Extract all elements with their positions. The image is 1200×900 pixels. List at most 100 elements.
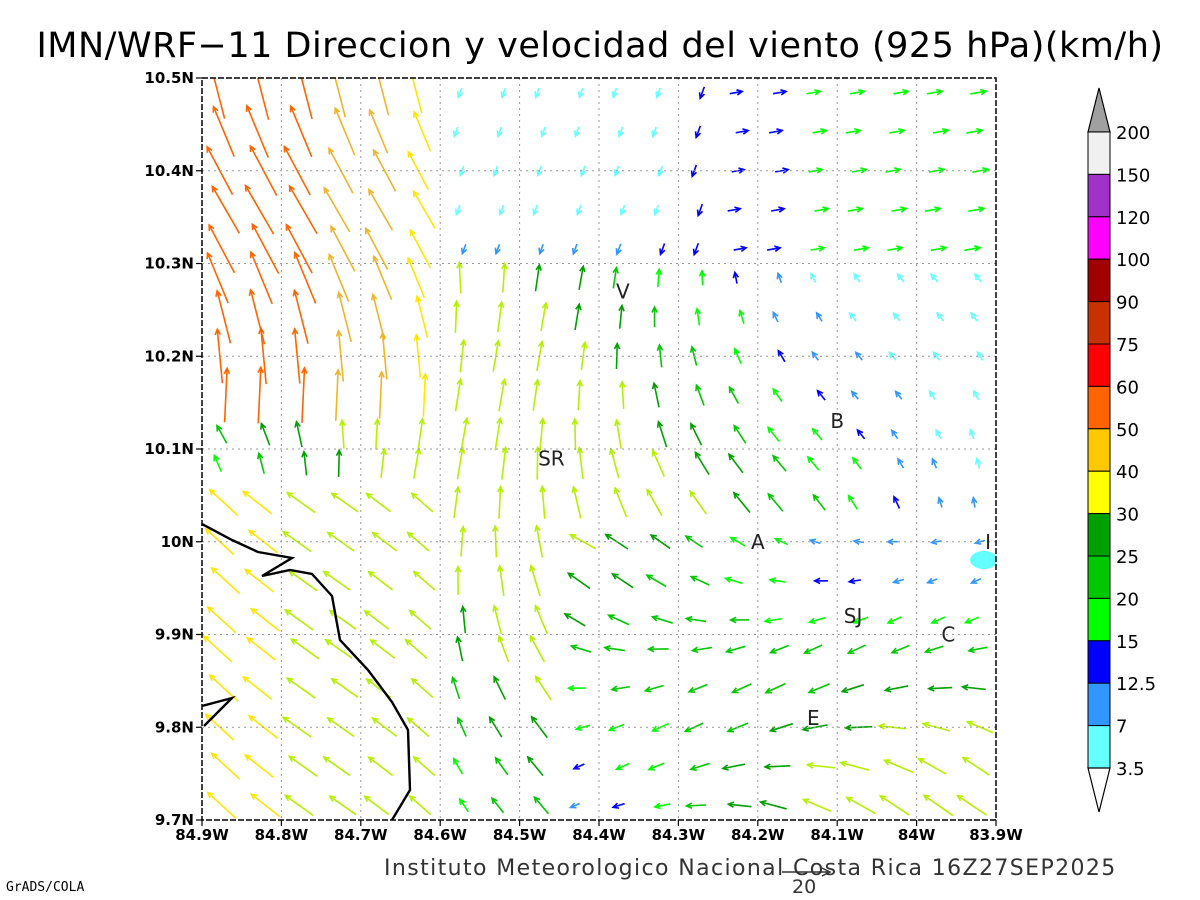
wind-vector (363, 795, 390, 816)
wind-vector (689, 489, 707, 515)
wind-vector (293, 250, 317, 304)
wind-vector (492, 165, 499, 178)
x-tick-label: 84.6W (413, 826, 467, 844)
wind-vector (897, 457, 905, 469)
wind-vector (496, 126, 503, 139)
wind-vector (690, 422, 703, 446)
wind-vector (206, 605, 237, 634)
wind-vector (889, 127, 906, 135)
wind-vector (458, 797, 470, 813)
wind-vector (659, 243, 666, 257)
wind-vector (412, 189, 436, 229)
wind-vector (571, 485, 582, 519)
wind-vector (896, 272, 905, 283)
wind-vector (292, 288, 309, 344)
wind-vector (967, 646, 988, 654)
y-tick-label: 10.4N (144, 162, 194, 180)
wind-vector (614, 762, 630, 771)
wind-vector (208, 223, 236, 274)
wind-vector (776, 271, 783, 284)
wind-vector (733, 245, 749, 253)
wind-vector (460, 243, 468, 256)
grads-credit: GrADS/COLA (6, 880, 85, 895)
wind-vector (890, 644, 910, 654)
wind-vector (732, 270, 740, 284)
wind-vector (814, 206, 830, 213)
wind-vector (961, 756, 990, 776)
wind-vector (963, 616, 980, 624)
wind-vector (852, 616, 869, 625)
wind-vector (410, 492, 434, 513)
coastline-path (202, 522, 412, 820)
wind-vector (767, 426, 780, 442)
wind-vector (853, 272, 861, 283)
wind-vector (368, 108, 389, 154)
axis-ticks: 84.9W 84.8W 84.7W 84.6W 84.5W 84.4W 84.3W 84.2W… (144, 69, 1023, 844)
x-tick-label: 84.9W (175, 826, 229, 844)
wind-vector (807, 616, 826, 624)
x-tick-label: 84W (898, 826, 936, 844)
wind-vector (452, 126, 460, 139)
wind-vector (921, 721, 951, 732)
wind-vector (970, 495, 978, 508)
wind-vector (732, 491, 751, 513)
cyan-spot (970, 551, 996, 569)
wind-vector (210, 752, 241, 780)
wind-vector (611, 802, 625, 809)
wind-vector (840, 683, 865, 694)
wind-vector (619, 379, 626, 409)
colorbar-label: 200 (1116, 123, 1150, 144)
wind-vector (972, 166, 990, 174)
wind-vector (689, 762, 710, 771)
wind-vector (617, 126, 624, 139)
wind-vector (243, 754, 275, 779)
wind-vector (204, 527, 235, 556)
wind-vector (498, 377, 507, 412)
wind-vector (610, 685, 630, 693)
wind-vector (534, 445, 541, 480)
x-tick-label: 84.8W (255, 826, 309, 844)
wind-vector (733, 424, 747, 444)
y-tick-label: 10.3N (144, 255, 194, 273)
wind-vector (653, 802, 671, 810)
wind-vector (533, 795, 550, 815)
colorbar-label: 25 (1116, 547, 1139, 568)
wind-vector (956, 794, 988, 816)
wind-vector (890, 428, 899, 440)
wind-vector (849, 88, 866, 96)
wind-vector (614, 418, 622, 449)
wind-vector (969, 577, 982, 584)
wind-vector (404, 638, 428, 659)
wind-vector (926, 88, 944, 96)
wind-vector (411, 78, 423, 114)
wind-vector (730, 683, 752, 694)
wind-vector (922, 794, 954, 817)
wind-vector (810, 245, 826, 252)
wind-vector (409, 228, 432, 269)
wind-vector (580, 165, 587, 178)
wind-vector (497, 300, 505, 333)
wind-vector (726, 801, 752, 809)
wind-vector (960, 684, 986, 691)
city-label: I (985, 530, 991, 554)
wind-vector (877, 723, 907, 730)
wind-vector (846, 644, 867, 654)
wind-vector (456, 716, 467, 737)
wind-vector (576, 378, 584, 411)
y-tick-label: 9.7N (155, 811, 194, 829)
wind-vector (330, 677, 359, 699)
wind-vector (291, 327, 301, 384)
y-tick-label: 10N (161, 533, 194, 551)
colorbar-segment (1087, 555, 1111, 599)
wind-vector (892, 311, 901, 322)
wind-vector (657, 165, 664, 178)
wind-vector (322, 570, 351, 591)
wind-vector (606, 614, 630, 626)
city-label: E (807, 706, 820, 730)
wind-vector (214, 327, 224, 384)
wind-vector (563, 613, 586, 627)
wind-vector (936, 311, 945, 322)
wind-vector (532, 378, 541, 411)
wind-vector (330, 492, 359, 513)
footer-text: Instituto Meteorologico Nacional Costa R… (384, 856, 1117, 881)
